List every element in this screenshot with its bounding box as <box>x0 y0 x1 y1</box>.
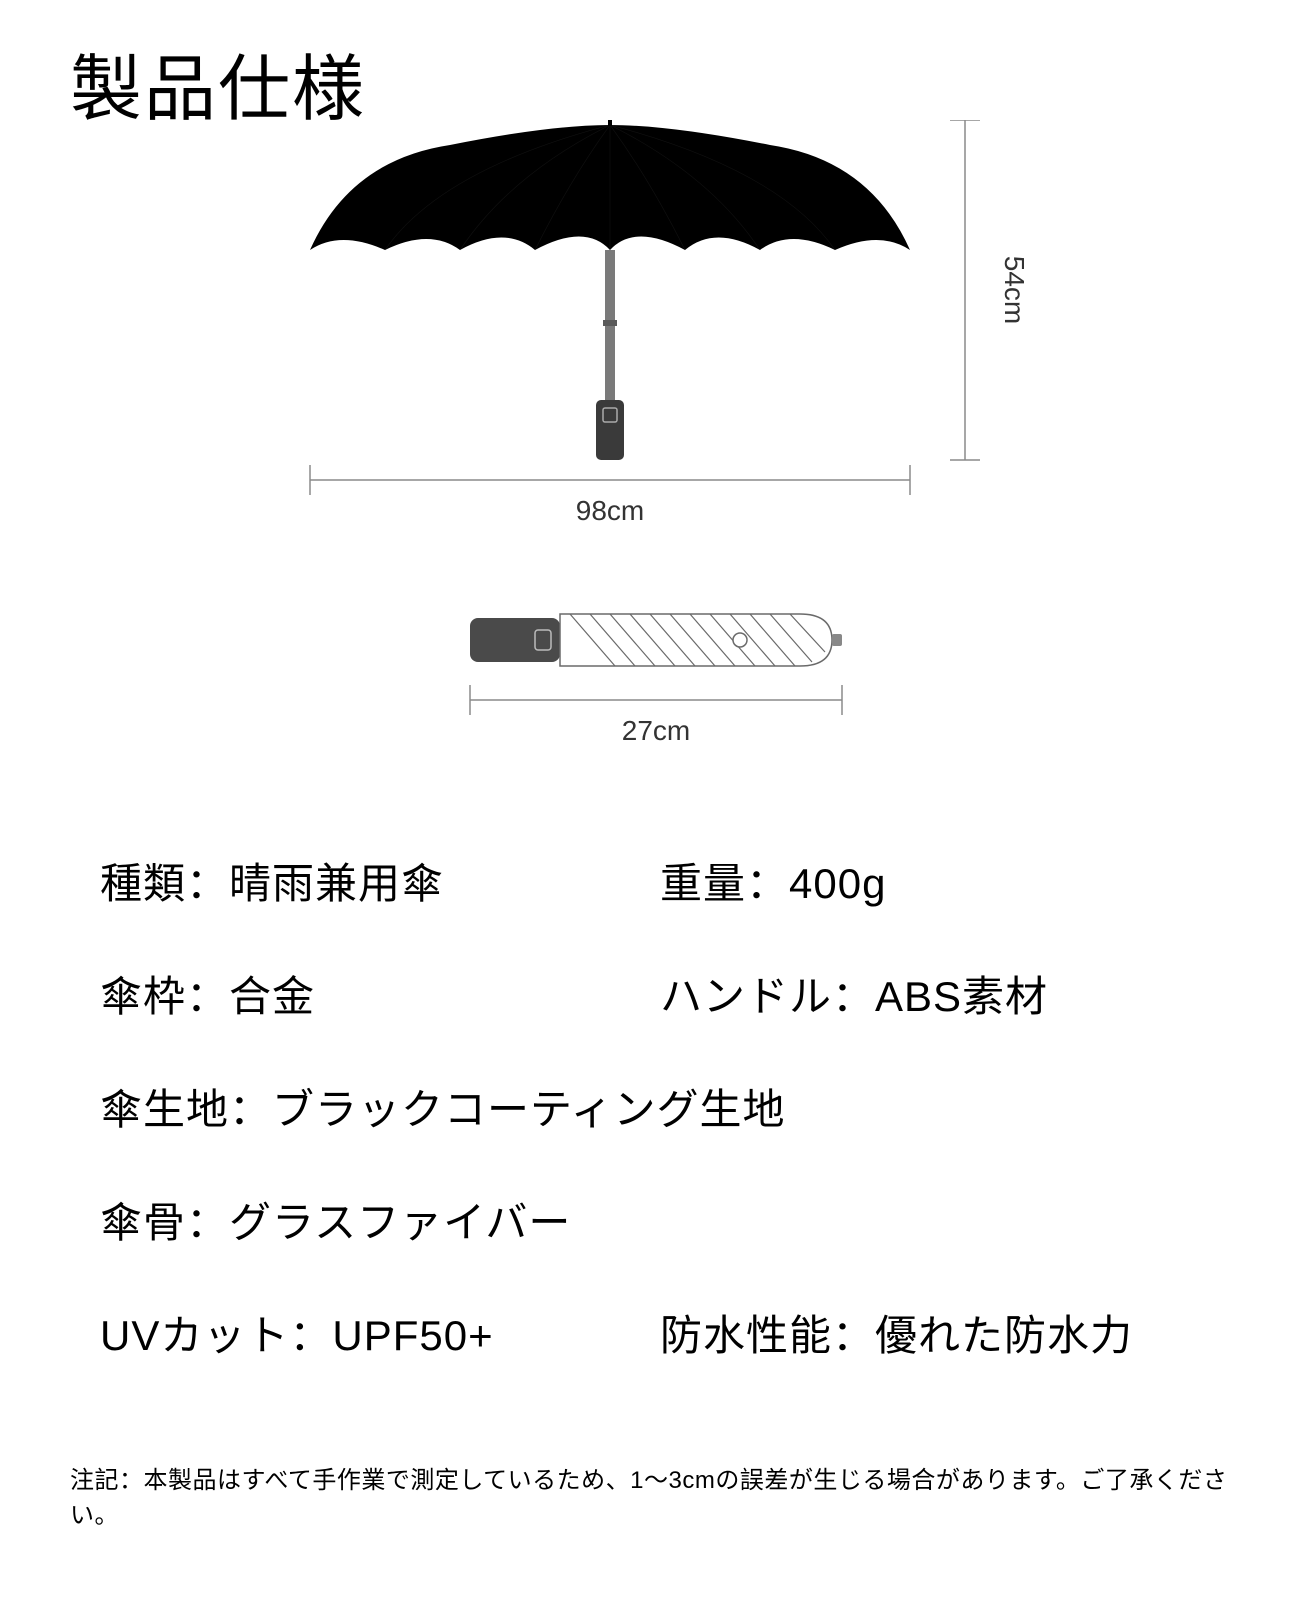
umbrella-canopy-icon <box>310 120 910 250</box>
spec-row: UVカット：UPF50+ 防水性能：優れた防水力 <box>100 1302 1240 1363</box>
umbrella-closed-icon <box>470 614 842 666</box>
spec-waterproof: 防水性能：優れた防水力 <box>660 1302 1240 1363</box>
spec-ribs: 傘骨：グラスファイバー <box>100 1189 1240 1250</box>
width-dimension <box>310 465 910 495</box>
length-label: 27cm <box>622 715 690 746</box>
umbrella-handle-icon <box>596 400 624 460</box>
umbrella-open-diagram: 98cm 54cm <box>270 120 1030 540</box>
length-dimension <box>470 685 842 715</box>
width-label: 98cm <box>576 495 644 526</box>
spec-frame: 傘枠：合金 <box>100 963 660 1024</box>
spec-type: 種類：晴雨兼用傘 <box>100 850 660 911</box>
spec-uv: UVカット：UPF50+ <box>100 1302 660 1363</box>
spec-fabric: 傘生地：ブラックコーティング生地 <box>100 1076 1240 1137</box>
spec-row: 種類：晴雨兼用傘 重量：400g <box>100 850 1240 911</box>
spec-weight: 重量：400g <box>660 850 1240 911</box>
spec-row: 傘骨：グラスファイバー <box>100 1189 1240 1250</box>
height-dimension <box>950 120 980 460</box>
spec-row: 傘生地：ブラックコーティング生地 <box>100 1076 1240 1137</box>
height-label: 54cm <box>999 256 1030 324</box>
umbrella-closed-diagram: 27cm <box>440 600 860 780</box>
measurement-note: 注記：本製品はすべて手作業で測定しているため、1～3cmの誤差が生じる場合があり… <box>70 1460 1270 1530</box>
spec-list: 種類：晴雨兼用傘 重量：400g 傘枠：合金 ハンドル：ABS素材 傘生地：ブラ… <box>100 850 1240 1415</box>
spec-row: 傘枠：合金 ハンドル：ABS素材 <box>100 963 1240 1024</box>
spec-handle: ハンドル：ABS素材 <box>660 963 1240 1024</box>
